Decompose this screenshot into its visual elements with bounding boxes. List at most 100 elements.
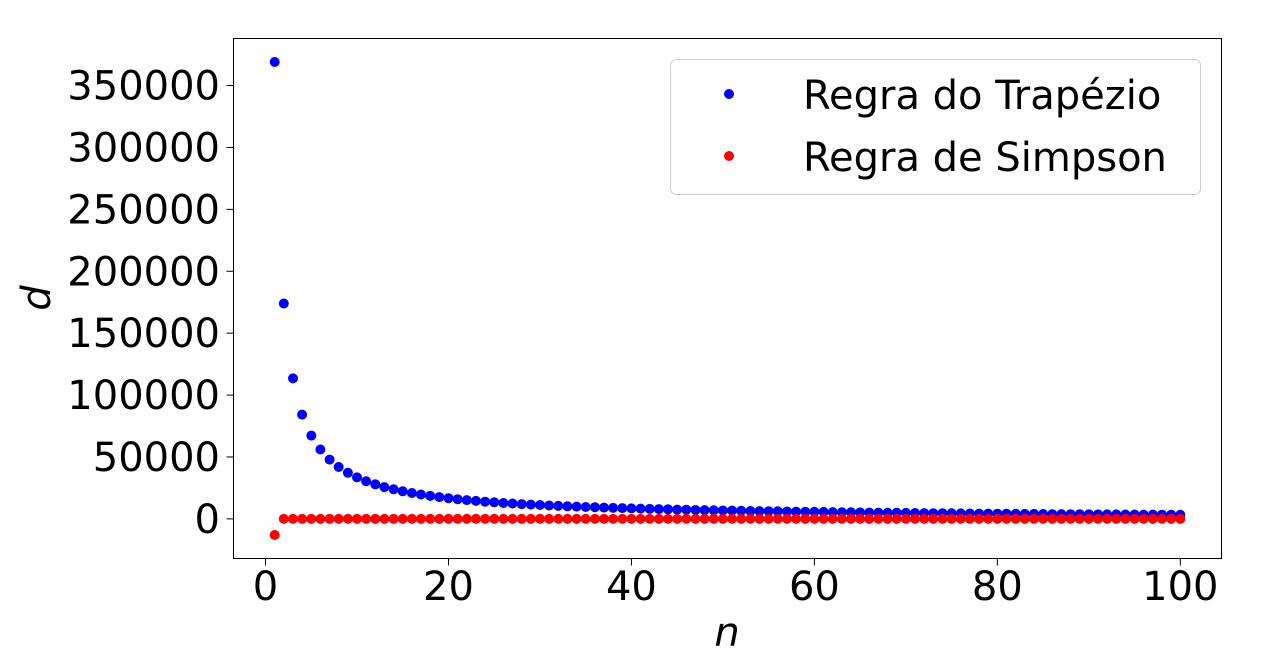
y-tick-label: 0 xyxy=(195,497,220,543)
data-point-series-0 xyxy=(571,501,582,512)
data-point-series-0 xyxy=(699,505,710,516)
data-point-series-1 xyxy=(416,513,426,524)
y-tick-label: 350000 xyxy=(67,64,220,110)
data-point-series-1 xyxy=(964,513,975,524)
data-point-series-1 xyxy=(1111,513,1122,524)
plot-frame xyxy=(233,38,1222,559)
data-point-series-0 xyxy=(617,503,628,514)
data-point-series-1 xyxy=(946,513,957,524)
data-point-series-0 xyxy=(379,482,390,493)
data-point-series-1 xyxy=(443,513,454,524)
legend-marker-simpson xyxy=(724,151,734,161)
data-point-series-1 xyxy=(1056,513,1067,524)
y-axis-label: d xyxy=(14,285,60,311)
data-point-series-1 xyxy=(1157,513,1167,524)
data-point-series-1 xyxy=(974,513,985,524)
data-point-series-0 xyxy=(315,444,326,455)
data-point-series-1 xyxy=(525,513,536,524)
data-point-series-1 xyxy=(608,513,619,524)
data-point-series-1 xyxy=(480,513,491,524)
data-point-series-1 xyxy=(535,513,545,524)
data-point-series-1 xyxy=(553,513,564,524)
data-point-series-0 xyxy=(690,505,701,515)
data-point-series-1 xyxy=(297,513,308,524)
data-point-series-1 xyxy=(717,513,728,524)
legend-label-trapezio: Regra do Trapézio xyxy=(803,73,1161,119)
data-point-series-0 xyxy=(672,504,683,515)
data-point-series-1 xyxy=(672,513,683,524)
data-point-series-1 xyxy=(306,513,317,524)
y-tick-label: 50000 xyxy=(93,435,220,481)
data-point-series-0 xyxy=(443,493,454,504)
data-point-series-1 xyxy=(900,513,911,524)
data-point-series-1 xyxy=(754,513,765,524)
data-point-series-0 xyxy=(782,506,792,517)
data-point-series-1 xyxy=(489,513,500,524)
data-point-series-1 xyxy=(1065,513,1076,524)
data-point-series-1 xyxy=(288,513,298,524)
data-point-series-0 xyxy=(763,506,774,517)
data-point-series-1 xyxy=(470,513,481,524)
data-point-series-0 xyxy=(507,498,518,509)
data-point-series-1 xyxy=(388,513,399,524)
data-point-series-0 xyxy=(772,506,783,517)
data-point-series-1 xyxy=(1129,513,1140,524)
data-point-series-1 xyxy=(516,513,527,524)
data-point-series-1 xyxy=(644,513,655,524)
data-point-series-1 xyxy=(498,513,509,524)
x-tick-label: 20 xyxy=(423,564,474,610)
data-point-series-1 xyxy=(855,513,866,524)
data-point-series-0 xyxy=(635,503,646,514)
data-point-series-1 xyxy=(1010,513,1021,524)
data-point-series-0 xyxy=(498,498,509,508)
data-point-series-1 xyxy=(782,513,792,524)
x-tick-label: 40 xyxy=(606,564,657,610)
data-point-series-0 xyxy=(388,484,399,495)
data-point-series-0 xyxy=(333,462,344,472)
data-point-series-1 xyxy=(891,513,902,524)
data-point-series-1 xyxy=(690,513,701,524)
y-tick-label: 100000 xyxy=(67,373,220,419)
data-point-series-0 xyxy=(745,506,756,516)
data-point-series-0 xyxy=(397,486,408,497)
data-point-series-0 xyxy=(580,502,591,512)
data-point-series-1 xyxy=(919,513,930,524)
data-point-series-1 xyxy=(653,513,664,524)
data-point-series-1 xyxy=(864,513,875,524)
y-tick-label: 150000 xyxy=(67,311,220,357)
data-point-series-1 xyxy=(809,513,820,524)
data-point-series-1 xyxy=(1074,513,1085,524)
data-point-series-1 xyxy=(379,513,390,524)
data-point-series-1 xyxy=(617,513,628,524)
data-point-series-1 xyxy=(1093,513,1103,524)
data-point-series-1 xyxy=(937,513,948,524)
data-point-series-1 xyxy=(836,513,847,524)
x-tick-label: 80 xyxy=(972,564,1023,610)
data-point-series-0 xyxy=(461,495,472,506)
data-point-series-0 xyxy=(489,497,500,508)
x-axis-label: n xyxy=(714,610,739,656)
legend: Regra do Trapézio Regra de Simpson xyxy=(670,59,1201,195)
data-point-series-0 xyxy=(809,506,820,517)
data-point-series-0 xyxy=(416,489,426,500)
legend-label-simpson: Regra de Simpson xyxy=(803,135,1167,181)
data-point-series-1 xyxy=(846,513,856,524)
data-point-series-1 xyxy=(461,513,472,524)
data-point-series-1 xyxy=(745,513,756,524)
data-point-series-1 xyxy=(278,513,289,524)
data-point-series-1 xyxy=(580,513,591,524)
data-point-series-1 xyxy=(1102,513,1113,524)
data-point-series-1 xyxy=(571,513,582,524)
x-tick-label: 60 xyxy=(789,564,840,610)
data-point-series-0 xyxy=(342,467,353,478)
data-point-series-1 xyxy=(324,513,335,524)
data-point-series-0 xyxy=(288,373,298,384)
data-point-series-1 xyxy=(370,513,381,524)
data-point-series-0 xyxy=(352,472,362,483)
data-point-series-1 xyxy=(708,513,719,524)
data-point-series-0 xyxy=(727,505,738,516)
data-point-series-1 xyxy=(333,513,344,524)
data-point-series-1 xyxy=(928,513,939,524)
data-point-series-0 xyxy=(480,496,491,507)
data-point-series-1 xyxy=(544,513,555,524)
